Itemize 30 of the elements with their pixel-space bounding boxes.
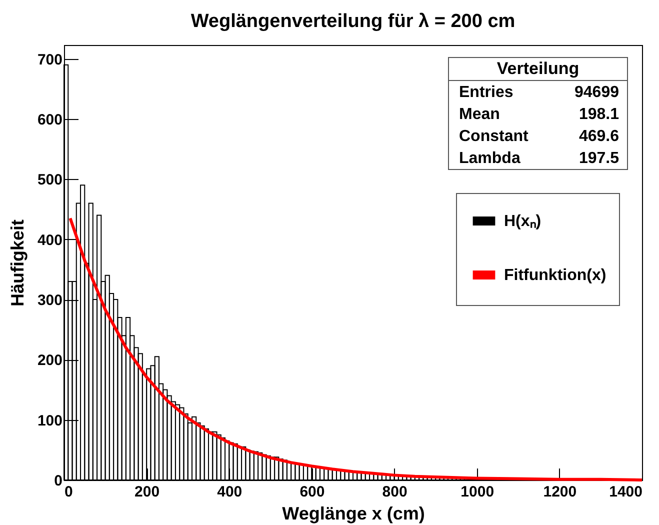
y-tick-label: 500 (37, 172, 62, 189)
annotation: 94699 (574, 83, 619, 103)
legend-label: H(xₙ) (504, 213, 542, 230)
x-tick-label: 800 (382, 484, 408, 500)
y-axis-title: Häufigkeit (7, 219, 28, 307)
annotation: Entries (459, 83, 514, 103)
annotation: Mean (459, 105, 500, 125)
y-tick-label: 700 (37, 51, 62, 68)
x-tick-label: 1000 (460, 484, 494, 500)
y-tick-label: 100 (37, 412, 62, 430)
annotation: Lambda (459, 149, 520, 169)
annotation: Constant (459, 127, 528, 147)
annotation: Verteilung (449, 58, 627, 81)
x-tick-label: 400 (217, 484, 242, 500)
chart-title: Weglängenverteilung für λ = 200 cm (190, 11, 516, 32)
x-tick-label: 1200 (543, 484, 577, 500)
y-tick-label: 0 (54, 472, 62, 490)
y-tick-label: 200 (37, 352, 62, 370)
legend-label: Fitfunktion(x) (504, 267, 606, 284)
y-tick-label: 600 (37, 112, 62, 129)
x-tick-label: 0 (64, 484, 73, 500)
y-tick-label: 300 (37, 292, 62, 309)
annotation: 197.5 (578, 149, 619, 169)
x-tick-label: 1400 (609, 484, 642, 500)
annotation: 198.1 (578, 105, 619, 125)
x-tick-label: 600 (300, 484, 325, 500)
annotation: 469.6 (578, 127, 619, 147)
y-tick-label: 400 (37, 232, 62, 249)
x-tick-label: 200 (134, 484, 160, 500)
x-axis-title: Weglänge x (cm) (282, 504, 425, 524)
